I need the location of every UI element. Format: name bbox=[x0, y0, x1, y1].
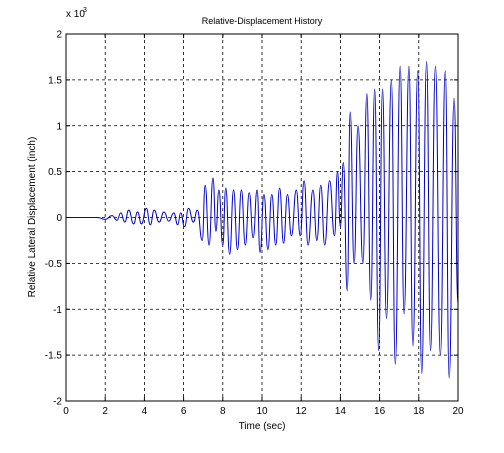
x-tick-label: 0 bbox=[63, 406, 69, 417]
y-tick-label: -1 bbox=[53, 305, 62, 316]
y-tick-label: -2 bbox=[53, 397, 62, 408]
y-tick-label: 0 bbox=[56, 213, 62, 224]
y-exponent-base: x 10 bbox=[66, 9, 85, 20]
y-tick-label: 0.5 bbox=[48, 167, 62, 178]
y-tick-label: 2 bbox=[56, 30, 62, 41]
y-tick-label: 1.5 bbox=[48, 75, 62, 86]
y-exponent: x 10 3 bbox=[66, 7, 87, 20]
axis-ticks: 0 2 4 6 8 10 12 14 16 18 20 -2 -1.5 -1 -0.5 0 0.5 1 1.5 2 bbox=[45, 30, 464, 418]
y-tick-label: -0.5 bbox=[45, 259, 63, 270]
x-tick-label: 12 bbox=[296, 406, 308, 417]
chart-title: Relative-Displacement History bbox=[202, 16, 323, 26]
x-axis-label: Time (sec) bbox=[239, 421, 286, 432]
x-tick-label: 20 bbox=[452, 406, 464, 417]
x-tick-label: 8 bbox=[220, 406, 226, 417]
y-tick-label: 1 bbox=[56, 121, 62, 132]
x-tick-label: 4 bbox=[142, 406, 148, 417]
y-tick-label: -1.5 bbox=[45, 351, 63, 362]
x-tick-label: 18 bbox=[413, 406, 425, 417]
y-exponent-power: 3 bbox=[83, 7, 87, 14]
x-tick-label: 6 bbox=[181, 406, 187, 417]
y-axis-label: Relative Lateral Displacement (inch) bbox=[27, 137, 38, 298]
x-tick-label: 14 bbox=[335, 406, 347, 417]
series-lines bbox=[66, 61, 459, 379]
x-tick-label: 10 bbox=[256, 406, 268, 417]
x-tick-label: 16 bbox=[374, 406, 386, 417]
x-tick-label: 2 bbox=[102, 406, 108, 417]
displacement-series-line bbox=[66, 61, 459, 379]
